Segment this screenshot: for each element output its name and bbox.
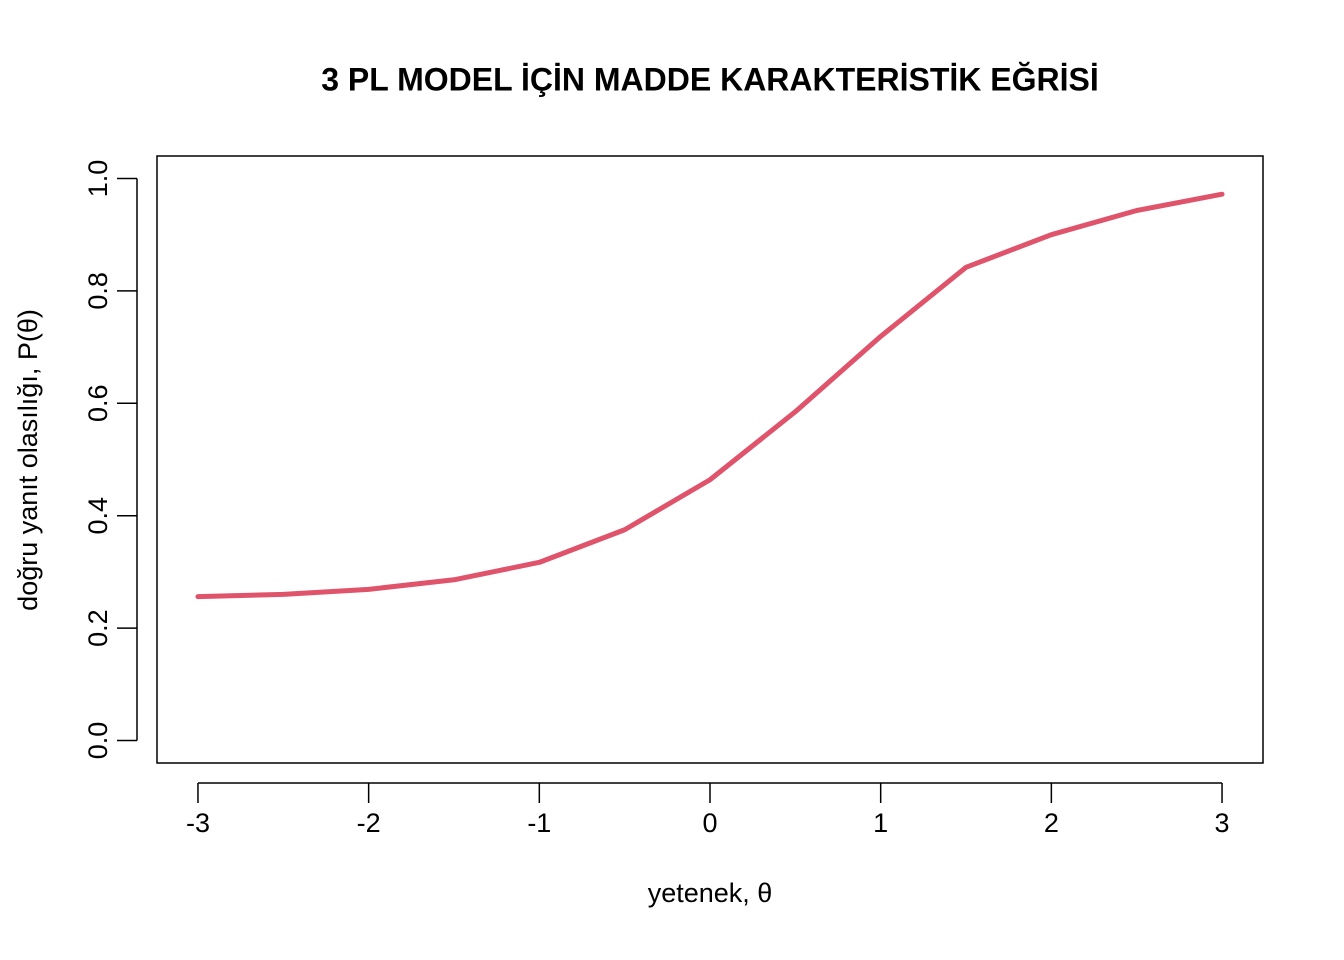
y-tick-label: 0.2 [83, 609, 113, 647]
chart-title: 3 PL MODEL İÇİN MADDE KARAKTERİSTİK EĞRİ… [321, 61, 1099, 97]
x-tick-label: -2 [357, 808, 381, 838]
x-axis-label: yetenek, θ [648, 878, 773, 908]
x-tick-label: 3 [1215, 808, 1230, 838]
y-tick-label: 0.8 [83, 272, 113, 310]
y-tick-label: 1.0 [83, 160, 113, 198]
y-tick-label: 0.6 [83, 385, 113, 423]
x-tick-label: 2 [1044, 808, 1059, 838]
plot-box [156, 155, 1264, 764]
y-axis-label: doğru yanıt olasılığı, P(θ) [13, 309, 43, 611]
y-tick-label: 0.4 [83, 497, 113, 535]
x-tick-label: -1 [527, 808, 551, 838]
x-tick-label: -3 [186, 808, 210, 838]
x-tick-label: 0 [702, 808, 717, 838]
y-tick-label: 0.0 [83, 722, 113, 760]
x-tick-label: 1 [873, 808, 888, 838]
curve [195, 191, 1225, 600]
